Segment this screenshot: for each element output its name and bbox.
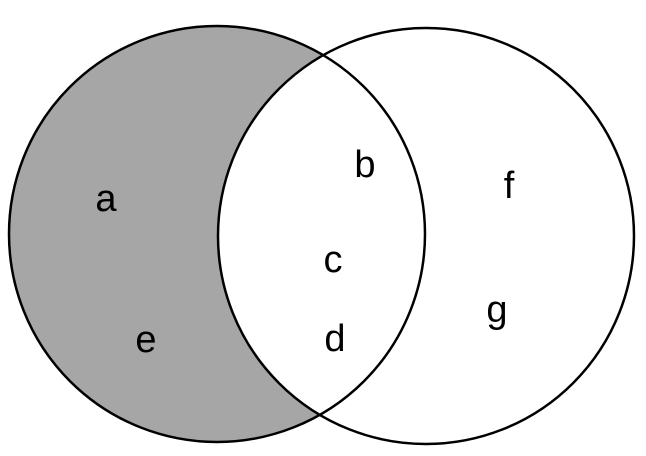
- label-d: d: [324, 318, 345, 360]
- label-g: g: [486, 289, 507, 331]
- right-set-circle: [216, 26, 636, 446]
- label-a: a: [95, 178, 117, 220]
- label-c: c: [324, 239, 343, 281]
- label-b: b: [354, 144, 375, 186]
- left-set-circle: [7, 24, 427, 444]
- label-f: f: [504, 165, 515, 207]
- intersection-region: [218, 28, 425, 442]
- label-e: e: [135, 319, 156, 361]
